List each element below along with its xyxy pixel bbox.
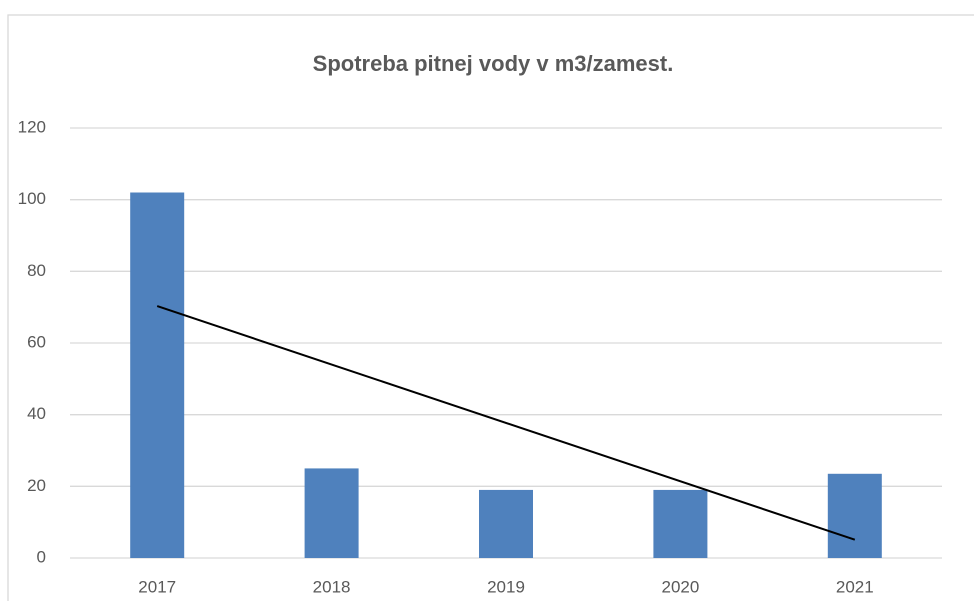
y-tick-label: 0 (37, 547, 46, 566)
trendline (156, 305, 856, 541)
y-tick-label: 60 (27, 332, 46, 351)
bar (479, 489, 533, 558)
chart-title: Spotreba pitnej vody v m3/zamest. (313, 51, 674, 76)
x-tick-label: 2020 (661, 577, 699, 596)
bar (827, 473, 882, 558)
chart-frame (7, 14, 974, 606)
y-tick-label: 20 (27, 476, 46, 495)
y-tick-label: 120 (18, 117, 46, 136)
x-tick-label: 2017 (138, 577, 176, 596)
y-tick-label: 100 (18, 189, 46, 208)
y-tick-label: 40 (27, 404, 46, 423)
x-tick-label: 2021 (836, 577, 874, 596)
x-tick-label: 2018 (313, 577, 351, 596)
y-tick-label: 80 (27, 261, 46, 280)
bar (653, 489, 708, 558)
bar (130, 192, 185, 558)
bar (304, 468, 359, 558)
x-tick-label: 2019 (487, 577, 525, 596)
